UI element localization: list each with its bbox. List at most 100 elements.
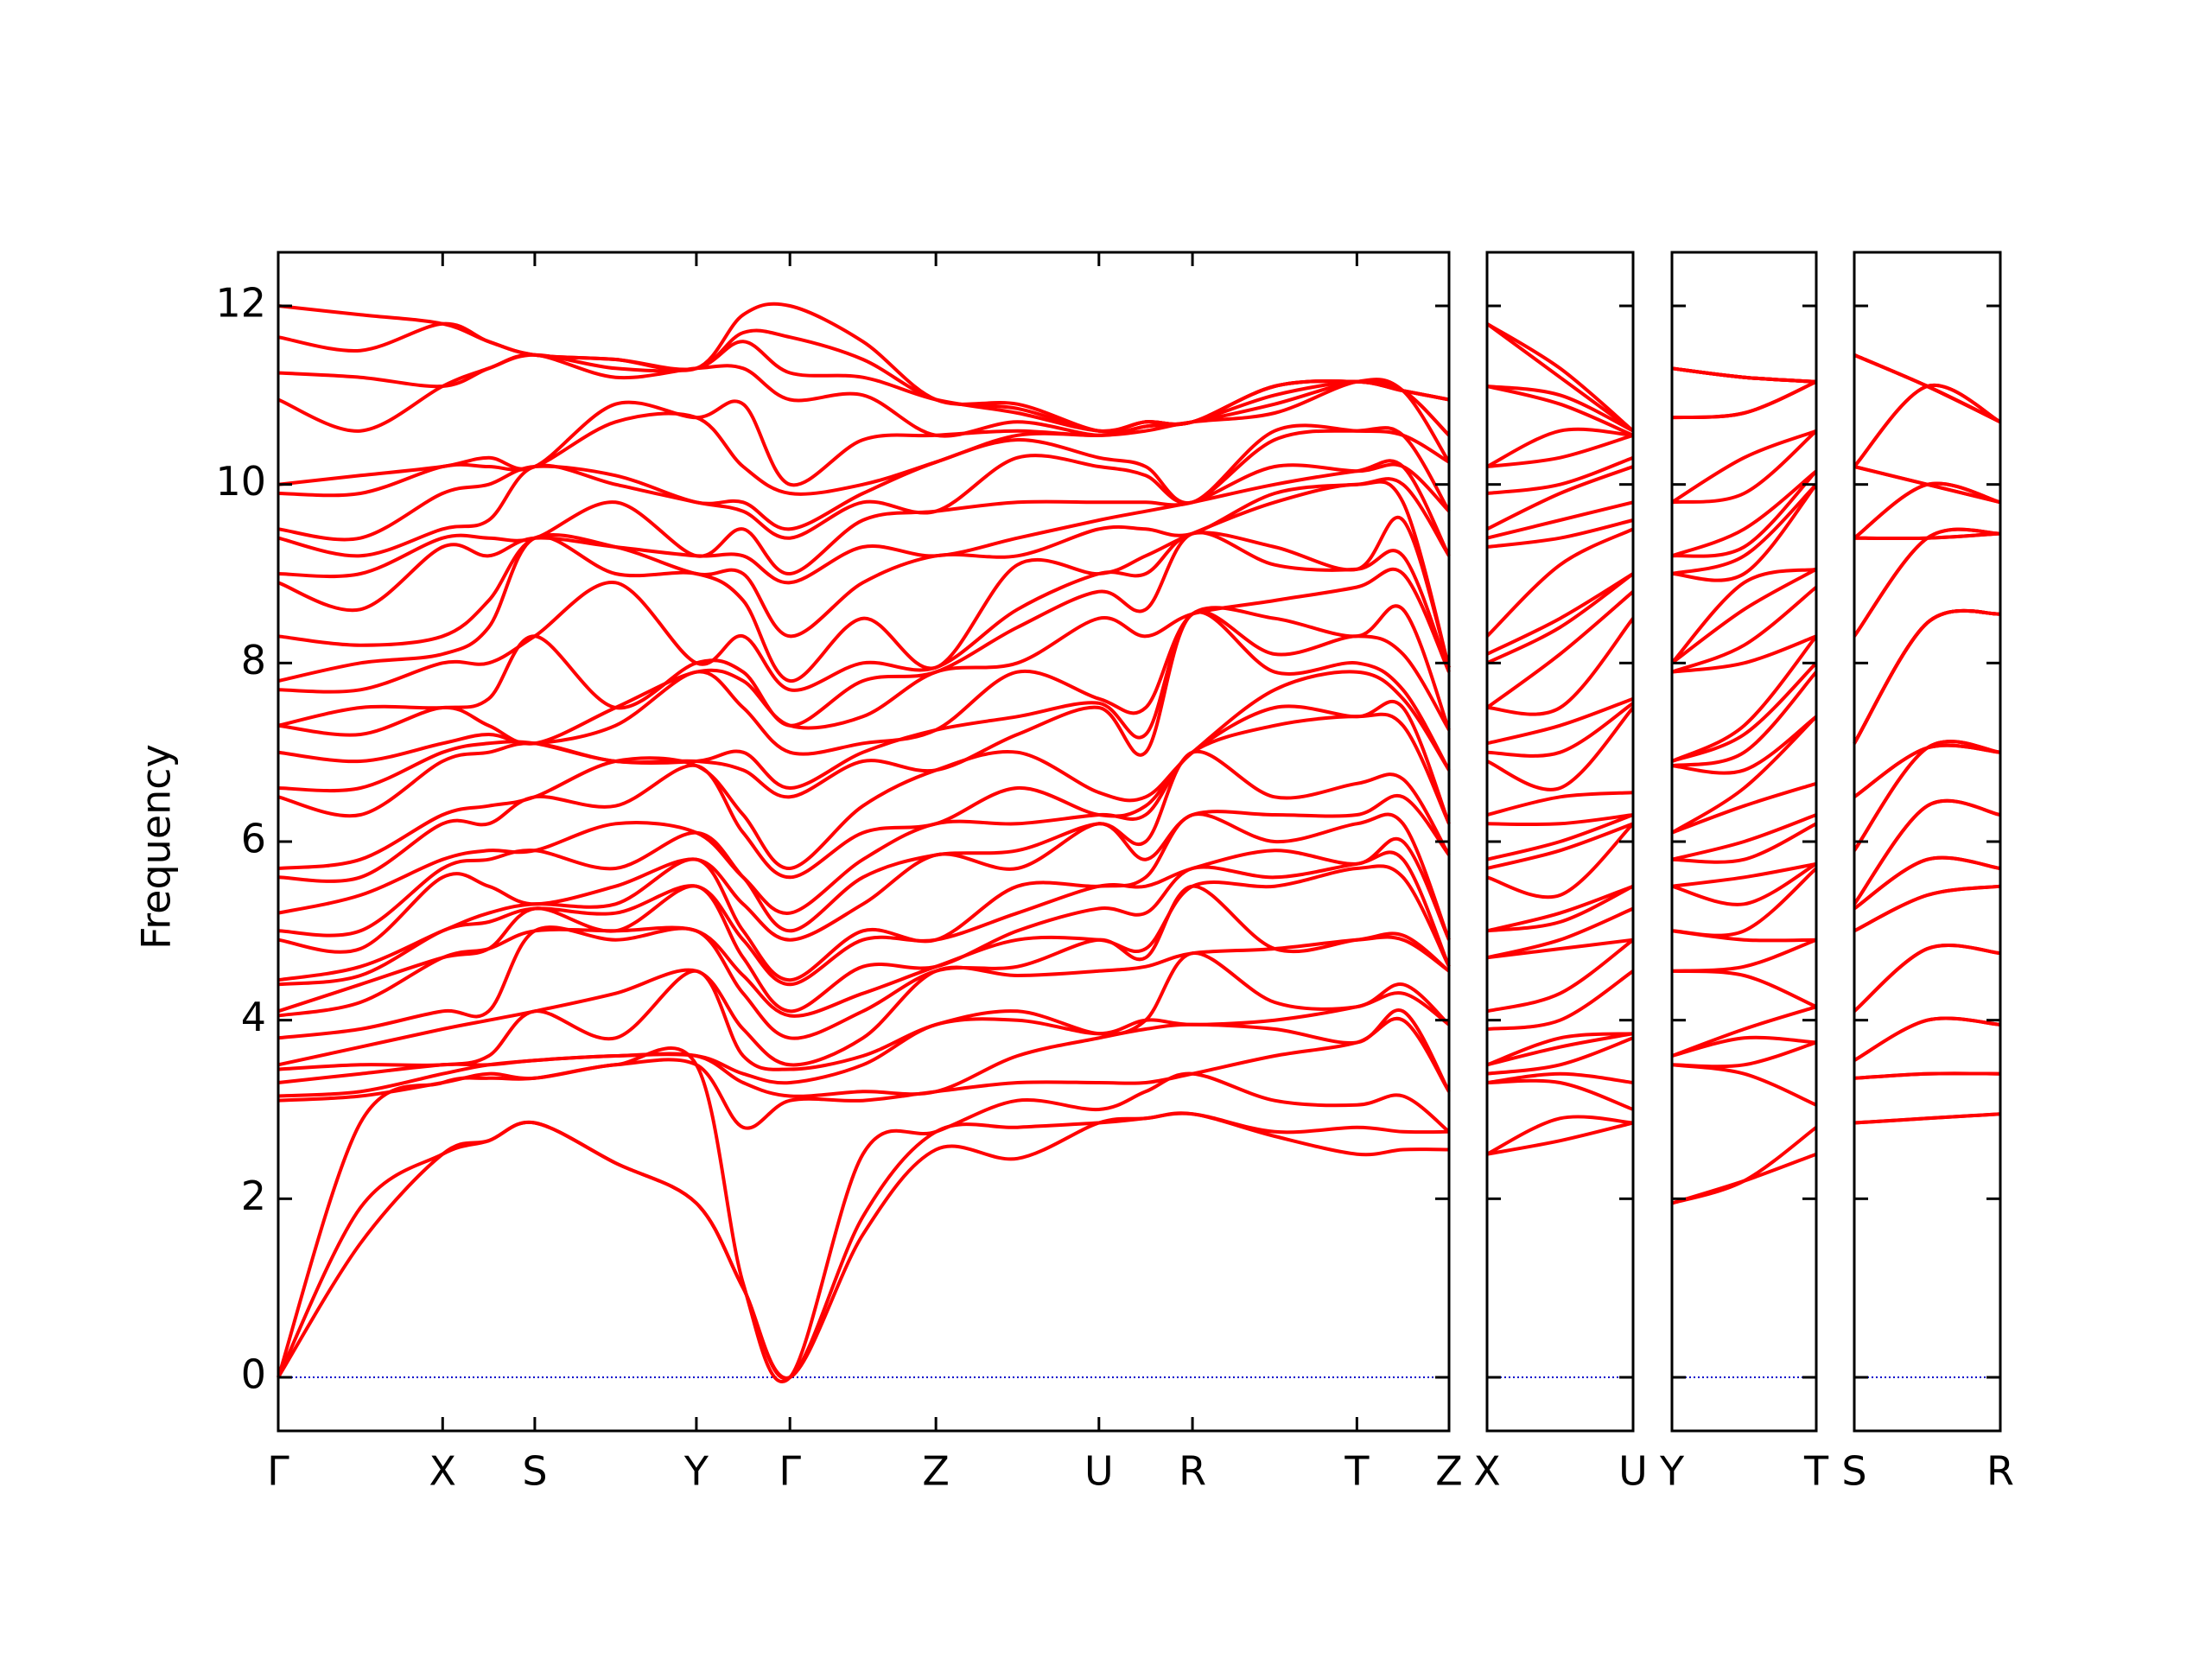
band-line bbox=[1486, 385, 1634, 433]
band-line bbox=[277, 991, 1451, 1085]
y-tick-label: 12 bbox=[215, 280, 266, 327]
band-line bbox=[1853, 743, 2001, 798]
band-line bbox=[1486, 813, 1634, 827]
band-line bbox=[1671, 661, 1818, 763]
band-line bbox=[1853, 944, 2001, 1013]
band-line bbox=[1670, 568, 1817, 664]
band-line bbox=[1671, 813, 1817, 861]
band-line bbox=[1486, 427, 1634, 468]
x-tick-label: X bbox=[1473, 1448, 1501, 1495]
band-line bbox=[1671, 1063, 1817, 1107]
band-line bbox=[277, 462, 1451, 579]
band-line bbox=[1671, 781, 1817, 835]
band-line bbox=[1671, 483, 1818, 575]
band-line bbox=[1486, 1078, 1634, 1111]
x-tick-label: U bbox=[1618, 1448, 1648, 1495]
band-line bbox=[1853, 944, 2001, 1013]
band-line bbox=[1853, 608, 2001, 745]
band-line bbox=[277, 423, 1451, 542]
band-line bbox=[277, 712, 1451, 915]
band-line bbox=[277, 749, 1451, 938]
band-line bbox=[1486, 822, 1634, 870]
band-line bbox=[1671, 635, 1818, 763]
band-line bbox=[1486, 385, 1634, 437]
x-tick-label: Y bbox=[683, 1448, 709, 1495]
band-line bbox=[1853, 383, 2001, 468]
band-line bbox=[1853, 855, 2001, 911]
band-line bbox=[277, 378, 1451, 487]
band-line bbox=[1671, 483, 1818, 582]
band-line bbox=[276, 1111, 1450, 1381]
band-line bbox=[1486, 500, 1634, 540]
band-line bbox=[277, 604, 1451, 764]
band-line bbox=[1853, 1071, 2001, 1080]
band-line bbox=[1671, 822, 1817, 864]
band-line bbox=[277, 480, 1451, 683]
band-line bbox=[277, 884, 1451, 1040]
x-tick-label: S bbox=[522, 1448, 547, 1495]
band-line bbox=[1486, 702, 1635, 758]
band-line bbox=[1486, 938, 1635, 1014]
band-line bbox=[277, 1007, 1451, 1098]
band-line bbox=[1671, 379, 1817, 420]
x-tick-label: T bbox=[1803, 1448, 1829, 1495]
band-line bbox=[1671, 634, 1817, 674]
band-line bbox=[277, 459, 1451, 613]
band-line bbox=[277, 353, 1451, 438]
axes-frame bbox=[1853, 251, 2002, 1433]
band-line bbox=[277, 951, 1451, 1071]
band-line bbox=[1853, 383, 2001, 468]
band-line bbox=[1486, 1071, 1634, 1084]
y-tick-label: 2 bbox=[241, 1173, 266, 1219]
y-tick-label: 10 bbox=[215, 458, 266, 505]
band-line bbox=[1671, 1005, 1817, 1058]
band-line bbox=[277, 378, 1451, 498]
x-tick-label: S bbox=[1841, 1448, 1866, 1495]
band-line bbox=[1486, 906, 1634, 960]
x-tick-label: Γ bbox=[779, 1448, 801, 1495]
x-tick-label: Y bbox=[1659, 1448, 1685, 1495]
band-line bbox=[1486, 706, 1635, 791]
band-line bbox=[1670, 715, 1818, 835]
band-line bbox=[1853, 1016, 2001, 1062]
band-line bbox=[1671, 862, 1818, 906]
band-line bbox=[1853, 608, 2001, 745]
band-line bbox=[1486, 455, 1634, 495]
y-tick-label: 8 bbox=[241, 637, 266, 683]
band-line bbox=[277, 610, 1451, 818]
band-line bbox=[1486, 465, 1634, 531]
band-line bbox=[1853, 465, 2001, 505]
band-line bbox=[1671, 469, 1818, 558]
band-line bbox=[277, 477, 1451, 647]
band-line bbox=[1671, 366, 1817, 384]
band-line bbox=[1486, 518, 1634, 549]
band-line bbox=[1853, 1016, 2001, 1062]
y-tick-label: 0 bbox=[241, 1351, 266, 1398]
band-line bbox=[1486, 572, 1635, 656]
band-line bbox=[1670, 429, 1817, 505]
band-line bbox=[277, 426, 1451, 558]
band-line bbox=[1671, 429, 1818, 505]
band-line bbox=[1486, 884, 1634, 933]
band-line bbox=[1671, 861, 1817, 888]
band-line bbox=[277, 302, 1450, 434]
band-line bbox=[277, 610, 1451, 793]
band-line bbox=[1853, 527, 2001, 638]
band-line bbox=[1485, 321, 1635, 433]
band-line bbox=[1671, 1040, 1817, 1069]
band-line bbox=[1486, 1032, 1634, 1067]
band-line bbox=[1486, 1036, 1634, 1076]
x-tick-label: Γ bbox=[267, 1448, 289, 1495]
band-line bbox=[1853, 855, 2001, 911]
band-line bbox=[1486, 822, 1635, 899]
band-line bbox=[277, 670, 1451, 870]
band-line bbox=[1853, 1112, 2001, 1125]
band-line bbox=[1671, 671, 1818, 768]
x-tick-label: U bbox=[1084, 1448, 1114, 1495]
x-tick-label: Z bbox=[1435, 1448, 1463, 1495]
band-line bbox=[1853, 608, 2001, 745]
band-line bbox=[1670, 567, 1817, 664]
y-tick-label: 4 bbox=[241, 994, 266, 1040]
band-line bbox=[1671, 469, 1818, 558]
band-line bbox=[277, 812, 1451, 982]
